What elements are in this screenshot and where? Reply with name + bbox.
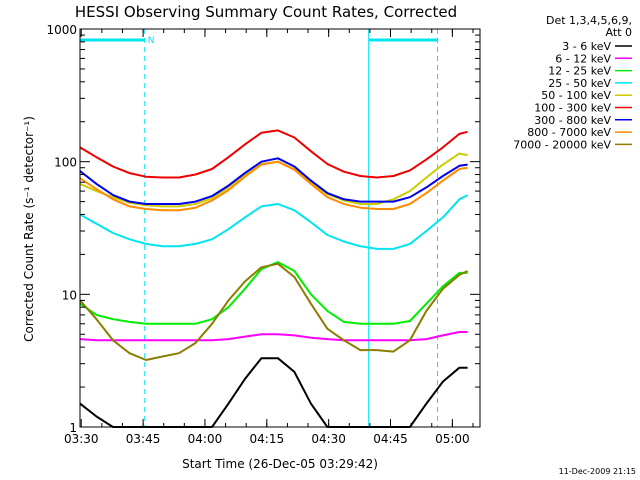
legend-title-line: Det 1,3,4,5,6,9, (546, 14, 632, 27)
legend-entry-7: 800 - 7000 keV (527, 126, 611, 139)
orbit-markers: N (79, 29, 439, 427)
series-line-3 (79, 194, 469, 250)
legend-entry-0: 3 - 6 keV (562, 40, 611, 53)
series-lines (79, 129, 469, 428)
x-axis-label: Start Time (26-Dec-05 03:29:42) (182, 457, 378, 471)
y-tick-label: 1000 (46, 23, 77, 37)
series-line-0 (79, 357, 468, 428)
legend-entry-8: 7000 - 20000 keV (513, 138, 611, 151)
legend-entry-4: 50 - 100 keV (541, 89, 611, 102)
x-tick-label: 04:00 (188, 432, 223, 446)
series-line-8 (79, 262, 469, 361)
legend-title-line: Att 0 (606, 26, 632, 39)
plot-frame (79, 28, 481, 428)
legend-entry-2: 12 - 25 keV (548, 65, 611, 78)
legend-entry-3: 25 - 50 keV (548, 77, 611, 90)
x-tick-label: 05:00 (435, 432, 470, 446)
x-tick-label: 04:45 (373, 432, 408, 446)
y-tick-label: 1 (69, 421, 77, 435)
series-line-2 (79, 261, 468, 325)
y-tick-label: 10 (62, 288, 77, 302)
x-tick-label: 03:30 (64, 432, 99, 446)
legend-entry-1: 6 - 12 keV (555, 52, 611, 65)
x-tick-label: 03:45 (126, 432, 161, 446)
x-tick-label: 04:15 (250, 432, 285, 446)
chart-title: HESSI Observing Summary Count Rates, Cor… (75, 3, 457, 21)
x-tick-label: 04:30 (311, 432, 346, 446)
y-axis-label: Corrected Count Rate (s⁻¹ detector⁻¹) (22, 116, 36, 342)
axes: 03:30 03:45 04:00 04:15 04:30 04:45 05:00 1 10 10… (46, 23, 480, 446)
series-line-6 (79, 157, 468, 205)
y-tick-label: 100 (54, 156, 77, 170)
series-line-5 (79, 129, 468, 179)
footer-timestamp: 11-Dec-2009 21:15 (559, 467, 636, 476)
series-line-7 (79, 160, 468, 212)
legend-entry-5: 100 - 300 keV (534, 102, 611, 115)
legend-entry-6: 300 - 800 keV (534, 114, 611, 127)
orbit-flag-label: N (148, 36, 155, 46)
